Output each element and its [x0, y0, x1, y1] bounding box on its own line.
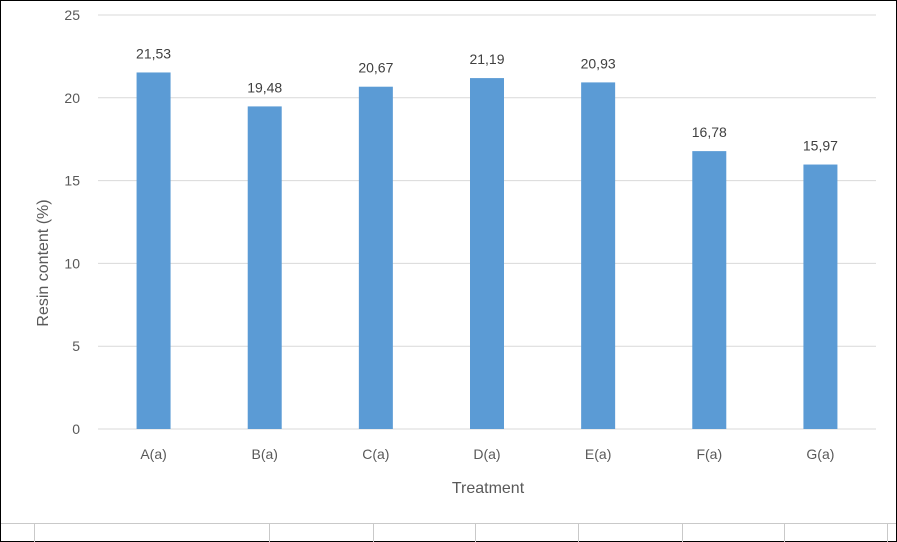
y-axis-title: Resin content (%): [35, 199, 52, 326]
data-label: 20,67: [358, 60, 393, 76]
x-tick-label: A(a): [140, 446, 166, 462]
data-label: 16,78: [692, 124, 727, 140]
strip-divider: [887, 524, 888, 542]
y-tick-label: 10: [64, 255, 80, 271]
y-tick-label: 25: [64, 7, 80, 23]
bottom-strip: [1, 523, 896, 542]
data-label: 21,53: [136, 45, 171, 61]
data-label: 20,93: [581, 55, 616, 71]
bar: [470, 78, 504, 429]
x-axis-title: Treatment: [452, 480, 525, 497]
x-tick-label: F(a): [696, 446, 722, 462]
data-label: 19,48: [247, 79, 282, 95]
bar: [581, 82, 616, 429]
strip-divider: [269, 524, 270, 542]
bar: [247, 106, 282, 430]
y-tick-label: 15: [64, 173, 80, 189]
y-tick-label: 5: [72, 338, 80, 354]
y-tick-label: 20: [64, 90, 80, 106]
strip-divider: [373, 524, 374, 542]
strip-divider: [784, 524, 785, 542]
strip-divider: [475, 524, 476, 542]
y-tick-label: 0: [72, 421, 80, 437]
bar: [358, 86, 393, 429]
x-tick-label: E(a): [585, 446, 611, 462]
data-label: 21,19: [469, 51, 504, 67]
x-tick-label: B(a): [251, 446, 277, 462]
data-label: 15,97: [803, 138, 838, 154]
x-tick-label: C(a): [362, 446, 389, 462]
x-tick-label: D(a): [473, 446, 500, 462]
x-axis-ticks: A(a) B(a) C(a) D(a) E(a) F(a) G(a): [140, 446, 834, 462]
strip-divider: [682, 524, 683, 542]
data-labels: 21,53 19,48 20,67 21,19 20,93 16,78 15,97: [136, 45, 838, 153]
bar: [803, 164, 838, 429]
x-tick-label: G(a): [806, 446, 834, 462]
bar: [692, 151, 727, 429]
strip-divider: [578, 524, 579, 542]
bar: [136, 72, 171, 430]
bars: [136, 72, 838, 430]
strip-divider: [34, 524, 35, 542]
y-axis-ticks: 0 5 10 15 20 25: [64, 7, 80, 437]
